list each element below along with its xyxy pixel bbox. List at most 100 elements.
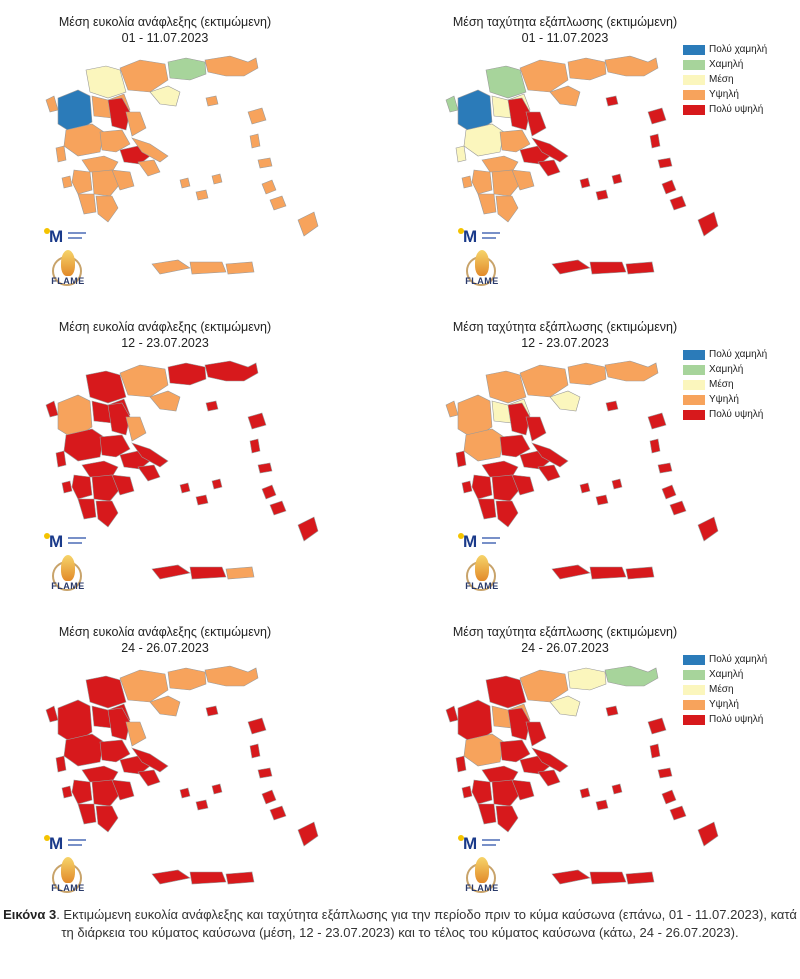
region-thess-e	[125, 721, 147, 747]
region-c-mac	[519, 364, 569, 398]
panel-title: Μέση ταχύτητα εξάπλωσης (εκτιμώμενη) 12 …	[400, 319, 730, 351]
greece-map	[445, 360, 719, 580]
region-ionian	[455, 450, 467, 468]
region-messen	[477, 498, 497, 520]
panel-title-text: Μέση ταχύτητα εξάπλωσης (εκτιμώμενη)	[452, 15, 678, 29]
region-crete-w	[151, 869, 191, 885]
legend-swatch	[683, 380, 705, 390]
region-dodec1	[261, 789, 277, 805]
region-euboea	[531, 442, 569, 468]
region-corfu	[45, 400, 59, 418]
region-thess-e	[525, 111, 547, 137]
flame-logo: FLAME	[464, 857, 500, 897]
region-ionian	[55, 755, 67, 773]
region-lacon	[95, 195, 119, 223]
region-e-mac	[567, 57, 607, 81]
legend-label: Μέση	[709, 379, 734, 390]
legend-label: Χαμηλή	[709, 59, 744, 70]
region-epirus	[57, 394, 93, 440]
legend-swatch	[683, 75, 705, 85]
region-thrace	[204, 665, 259, 687]
flame-logo-text: FLAME	[465, 883, 499, 893]
region-chalk	[149, 695, 181, 717]
region-cycl2	[195, 494, 209, 506]
region-crete-e	[625, 871, 655, 885]
region-chalk	[149, 390, 181, 412]
greece-map	[445, 55, 719, 275]
region-cycl3	[611, 173, 623, 185]
region-samos	[657, 462, 673, 474]
region-corfu	[445, 705, 459, 723]
region-arcadia	[491, 779, 521, 807]
region-thess-e	[525, 416, 547, 442]
panel-title: Μέση ταχύτητα εξάπλωσης (εκτιμώμενη) 01 …	[400, 14, 730, 46]
region-e-mac	[167, 57, 207, 81]
legend-label: Χαμηλή	[709, 669, 744, 680]
legend-label: Πολύ υψηλή	[709, 104, 764, 115]
flame-logo-text: FLAME	[465, 581, 499, 591]
region-attica	[137, 159, 161, 177]
region-samos	[257, 767, 273, 779]
region-chalk	[549, 695, 581, 717]
legend-swatch	[683, 670, 705, 680]
region-lemnos	[605, 400, 619, 412]
legend-label: Πολύ χαμηλή	[709, 44, 768, 55]
region-chios	[649, 133, 661, 149]
panel-title: Μέση ευκολία ανάφλεξης (εκτιμώμενη) 12 -…	[0, 319, 330, 351]
region-euboea	[131, 137, 169, 163]
region-arcadia	[491, 169, 521, 197]
legend-swatch	[683, 105, 705, 115]
region-aetol	[63, 733, 105, 767]
panel-ignition-pre: Μέση ευκολία ανάφλεξης (εκτιμώμενη) 01 -…	[0, 0, 400, 290]
region-thrace	[204, 360, 259, 382]
panel-spread-end: Μέση ταχύτητα εξάπλωσης (εκτιμώμενη) 24 …	[400, 610, 800, 900]
region-cycl1	[179, 482, 191, 494]
region-messen	[77, 193, 97, 215]
region-dodec2	[669, 805, 687, 821]
region-cycl1	[579, 787, 591, 799]
region-cycl3	[211, 478, 223, 490]
region-lesvos	[647, 717, 667, 735]
region-thess-e	[125, 111, 147, 137]
region-elis	[471, 779, 493, 805]
region-argol	[511, 779, 535, 801]
panel-title: Μέση ευκολία ανάφλεξης (εκτιμώμενη) 01 -…	[0, 14, 330, 46]
region-corfu	[445, 95, 459, 113]
panel-ignition-end: Μέση ευκολία ανάφλεξης (εκτιμώμενη) 24 -…	[0, 610, 400, 900]
figure-caption: Εικόνα 3. Εκτιμώμενη ευκολία ανάφλεξης κ…	[0, 906, 800, 942]
region-e-mac	[167, 667, 207, 691]
region-messen	[77, 498, 97, 520]
region-crete-e	[225, 871, 255, 885]
meteo-logo: M	[458, 835, 506, 852]
region-lacon	[495, 805, 519, 833]
region-chios	[649, 438, 661, 454]
region-dodec1	[261, 484, 277, 500]
region-argol	[111, 474, 135, 496]
region-arcadia	[91, 169, 121, 197]
legend-swatch	[683, 700, 705, 710]
legend-label: Υψηλή	[709, 394, 739, 405]
region-dodec2	[669, 500, 687, 516]
region-cycl2	[595, 189, 609, 201]
region-chios	[649, 743, 661, 759]
region-achaea	[481, 765, 519, 783]
region-elis	[71, 169, 93, 195]
flame-logo: FLAME	[464, 250, 500, 290]
region-cycl1	[179, 787, 191, 799]
region-c-mac	[119, 669, 169, 703]
region-lacon	[95, 805, 119, 833]
legend-label: Πολύ υψηλή	[709, 409, 764, 420]
region-lemnos	[605, 95, 619, 107]
region-messen	[477, 803, 497, 825]
region-e-mac	[167, 362, 207, 386]
region-rhodes	[697, 516, 719, 542]
region-c-mac	[119, 364, 169, 398]
panel-period: 24 - 26.07.2023	[121, 641, 209, 655]
flame-logo: FLAME	[50, 250, 86, 290]
region-euboea	[131, 442, 169, 468]
region-ionian	[455, 145, 467, 163]
region-attica	[137, 464, 161, 482]
region-dodec2	[269, 805, 287, 821]
legend-label: Μέση	[709, 74, 734, 85]
region-crete-w	[551, 259, 591, 275]
